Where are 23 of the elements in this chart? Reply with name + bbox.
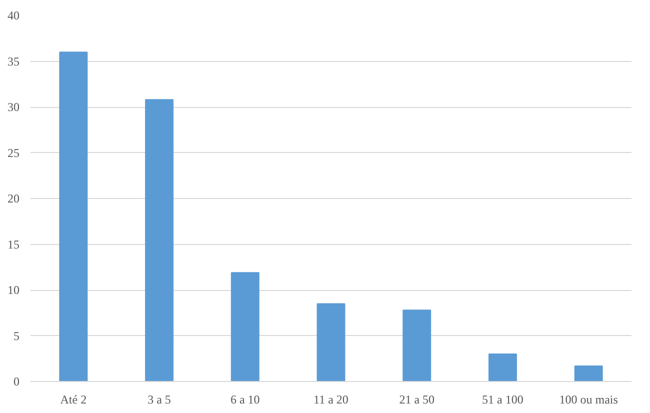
y-tick-label: 40 bbox=[8, 8, 20, 22]
bar bbox=[402, 310, 432, 382]
bar bbox=[145, 99, 174, 382]
x-tick-label: 21 a 50 bbox=[399, 392, 435, 406]
y-tick-label: 30 bbox=[8, 100, 20, 114]
y-tick-label: 15 bbox=[8, 237, 20, 252]
x-tick-label: Até 2 bbox=[60, 392, 87, 406]
x-tick-label: 100 ou mais bbox=[559, 392, 618, 406]
bar bbox=[59, 52, 88, 382]
bar bbox=[574, 365, 603, 382]
x-tick-label: 6 a 10 bbox=[230, 392, 260, 406]
y-tick-label: 5 bbox=[14, 328, 20, 343]
x-tick-label: 51 a 100 bbox=[482, 392, 524, 406]
bar bbox=[316, 303, 346, 382]
x-tick-label: 11 a 20 bbox=[314, 392, 348, 406]
y-tick-label: 35 bbox=[8, 54, 20, 68]
bar bbox=[230, 272, 260, 382]
bar bbox=[488, 354, 517, 382]
y-tick-label: 0 bbox=[14, 374, 20, 388]
y-tick-label: 20 bbox=[8, 192, 20, 206]
x-tick-label: 3 a 5 bbox=[148, 392, 171, 406]
y-tick-label: 10 bbox=[8, 283, 20, 297]
y-tick-label: 25 bbox=[8, 146, 20, 160]
